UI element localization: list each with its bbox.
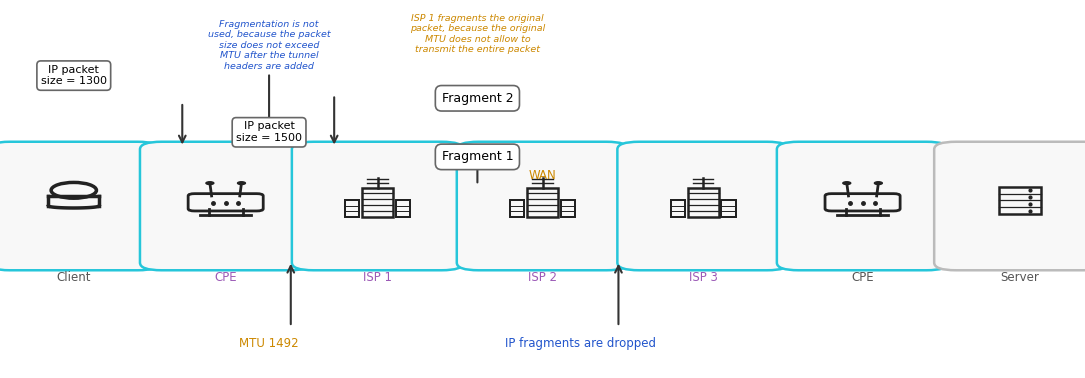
Text: IP packet
size = 1300: IP packet size = 1300: [41, 65, 106, 87]
Text: Fragment 2: Fragment 2: [442, 92, 513, 105]
Bar: [722, 200, 736, 217]
Bar: [396, 200, 410, 217]
FancyBboxPatch shape: [140, 142, 311, 270]
FancyBboxPatch shape: [777, 142, 948, 270]
Text: Client: Client: [56, 271, 91, 284]
Bar: [527, 187, 558, 217]
Text: ISP 1: ISP 1: [363, 271, 392, 284]
Text: ISP 3: ISP 3: [689, 271, 717, 284]
Bar: [510, 200, 524, 217]
Text: ISP 1 fragments the original
packet, because the original
MTU does not allow to
: ISP 1 fragments the original packet, bec…: [410, 14, 545, 54]
Text: Server: Server: [1000, 271, 1039, 284]
FancyBboxPatch shape: [617, 142, 789, 270]
Bar: [345, 200, 359, 217]
Bar: [671, 200, 685, 217]
Bar: [362, 187, 393, 217]
FancyBboxPatch shape: [292, 142, 463, 270]
Circle shape: [875, 182, 882, 184]
Circle shape: [206, 182, 214, 184]
Text: IP packet
size = 1500: IP packet size = 1500: [237, 121, 302, 143]
Text: MTU 1492: MTU 1492: [240, 338, 298, 350]
Bar: [561, 200, 575, 217]
FancyBboxPatch shape: [934, 142, 1085, 270]
Bar: [999, 187, 1041, 214]
Text: WAN: WAN: [528, 169, 557, 182]
Bar: [688, 187, 718, 217]
Text: CPE: CPE: [215, 271, 237, 284]
Circle shape: [843, 182, 851, 184]
FancyBboxPatch shape: [0, 142, 159, 270]
FancyBboxPatch shape: [457, 142, 628, 270]
Text: ISP 2: ISP 2: [528, 271, 557, 284]
Text: CPE: CPE: [852, 271, 873, 284]
Text: IP fragments are dropped: IP fragments are dropped: [505, 338, 656, 350]
Circle shape: [238, 182, 245, 184]
Text: Fragmentation is not
used, because the packet
size does not exceed
MTU after the: Fragmentation is not used, because the p…: [207, 20, 331, 71]
Text: Fragment 1: Fragment 1: [442, 150, 513, 163]
